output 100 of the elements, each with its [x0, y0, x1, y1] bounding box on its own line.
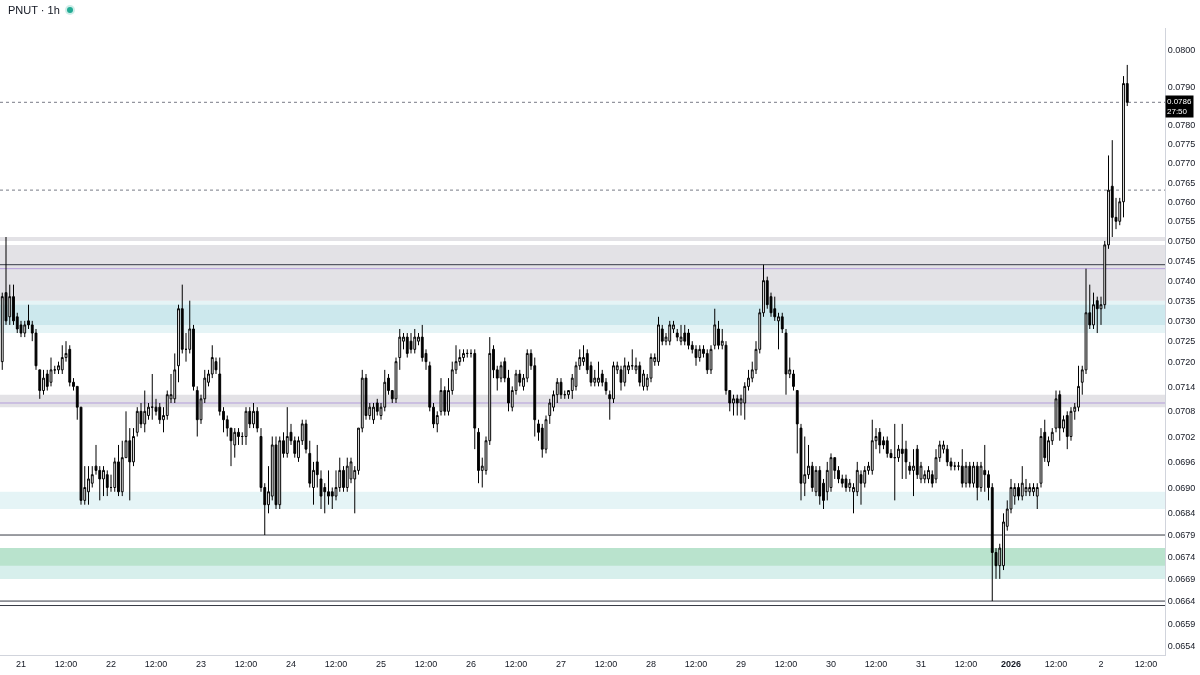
- candlestick: [638, 361, 642, 387]
- candlestick: [285, 406, 289, 459]
- x-tick-label: 28: [645, 658, 657, 669]
- x-tick-label: 24: [285, 658, 297, 669]
- candlestick: [135, 406, 139, 438]
- x-tick-label: 12:00: [234, 658, 258, 669]
- y-tick-label: 0.0755: [1167, 216, 1196, 227]
- y-tick-label: 0.0775: [1167, 139, 1196, 150]
- y-tick-label: 0.0690: [1167, 482, 1196, 493]
- y-tick-label: 0.0720: [1167, 356, 1196, 367]
- candlestick: [68, 344, 72, 387]
- x-tick-label: 23: [195, 658, 207, 669]
- y-tick-label: 0.0780: [1167, 120, 1196, 131]
- candlestick: [1095, 296, 1099, 334]
- x-tick-label: 12:00: [144, 658, 168, 669]
- x-tick-label: 12:00: [1044, 658, 1068, 669]
- chart-title: PNUT · 1h: [8, 3, 60, 17]
- candlestick: [694, 344, 698, 367]
- y-tick-label: 0.0696: [1167, 457, 1196, 468]
- candlestick: [60, 344, 64, 375]
- candlestick: [345, 457, 349, 493]
- x-tick-label: 30: [825, 658, 837, 669]
- candlestick: [372, 402, 375, 425]
- candlestick: [735, 394, 739, 417]
- candlestick: [143, 390, 147, 433]
- candlestick: [675, 328, 679, 342]
- candlestick: [912, 448, 915, 497]
- candlestick: [1065, 410, 1069, 450]
- candlestick: [657, 316, 660, 367]
- y-tick-label: 0.0679: [1167, 530, 1196, 541]
- candlestick: [679, 324, 683, 346]
- candlestick: [687, 328, 690, 350]
- candlestick: [274, 436, 278, 510]
- candlestick: [960, 448, 964, 488]
- y-tick-label: 0.0770: [1167, 158, 1196, 169]
- ref-line-label: 0.0786 27:50: [1167, 97, 1193, 117]
- candlestick: [42, 369, 45, 396]
- y-tick-label: 0.0674: [1167, 552, 1196, 563]
- candlestick: [278, 436, 282, 510]
- x-tick-label: 12:00: [864, 658, 888, 669]
- x-tick-label: 12:00: [54, 658, 78, 669]
- x-tick-label: 12:00: [594, 658, 618, 669]
- candlestick: [668, 320, 672, 346]
- candlestick: [705, 348, 709, 375]
- x-tick-label: 21: [15, 658, 27, 669]
- y-tick-label: 0.0659: [1167, 618, 1196, 629]
- x-tick-label: 27: [555, 658, 567, 669]
- x-tick-label: 31: [915, 658, 927, 669]
- candlestick: [732, 394, 735, 417]
- candlestick: [698, 344, 702, 363]
- candlestick: [559, 377, 563, 400]
- y-tick-label: 0.0669: [1167, 574, 1196, 585]
- y-tick-label: 0.0760: [1167, 196, 1196, 207]
- y-tick-label: 0.0702: [1167, 431, 1196, 442]
- candlestick: [413, 328, 417, 354]
- y-tick-label: 0.0730: [1167, 316, 1196, 327]
- candlestick: [117, 444, 120, 497]
- candlestick: [195, 385, 199, 438]
- y-tick-label: 0.0740: [1167, 275, 1196, 286]
- candlestick: [968, 461, 972, 488]
- x-tick-label: 12:00: [684, 658, 708, 669]
- candlestick: [945, 444, 949, 467]
- y-tick-label: 0.0790: [1167, 82, 1196, 93]
- candlestick: [473, 348, 477, 450]
- candlestick: [597, 361, 600, 387]
- x-tick-label: 12:00: [414, 658, 438, 669]
- y-tick-label: 0.0725: [1167, 336, 1196, 347]
- x-tick-label: 25: [375, 658, 387, 669]
- candlestick: [927, 465, 930, 484]
- x-tick-label: 12:00: [1134, 658, 1158, 669]
- candlestick: [623, 357, 627, 387]
- x-tick-label: 2026: [1000, 658, 1022, 669]
- y-tick-label: 0.0800: [1167, 45, 1196, 56]
- candlestick: [173, 352, 177, 404]
- candlestick: [878, 427, 882, 454]
- candlestick: [252, 402, 255, 429]
- candlestick: [975, 461, 979, 501]
- candlestick: [1020, 465, 1024, 501]
- candlestick: [1058, 390, 1062, 442]
- candlestick: [409, 332, 413, 354]
- candlestick: [885, 436, 889, 459]
- candlestick: [683, 324, 687, 346]
- y-tick-label: 0.0684: [1167, 508, 1196, 519]
- candlestick: [244, 406, 248, 446]
- candlestick: [893, 423, 897, 501]
- x-tick-label: 22: [105, 658, 117, 669]
- candlestick: [49, 357, 53, 387]
- x-tick-label: 26: [465, 658, 477, 669]
- y-tick-label: 0.0664: [1167, 596, 1196, 607]
- candlestick: [870, 419, 874, 476]
- y-tick-label: 0.0750: [1167, 236, 1196, 247]
- y-tick-label: 0.0708: [1167, 406, 1196, 417]
- x-tick-label: 12:00: [504, 658, 528, 669]
- candlestick: [405, 332, 409, 359]
- y-tick-label: 0.0765: [1167, 177, 1196, 188]
- candlestick: [462, 348, 465, 363]
- candlestick: [477, 427, 480, 484]
- candlestick: [87, 465, 90, 506]
- x-tick-label: 29: [735, 658, 747, 669]
- candlestick: [900, 423, 904, 480]
